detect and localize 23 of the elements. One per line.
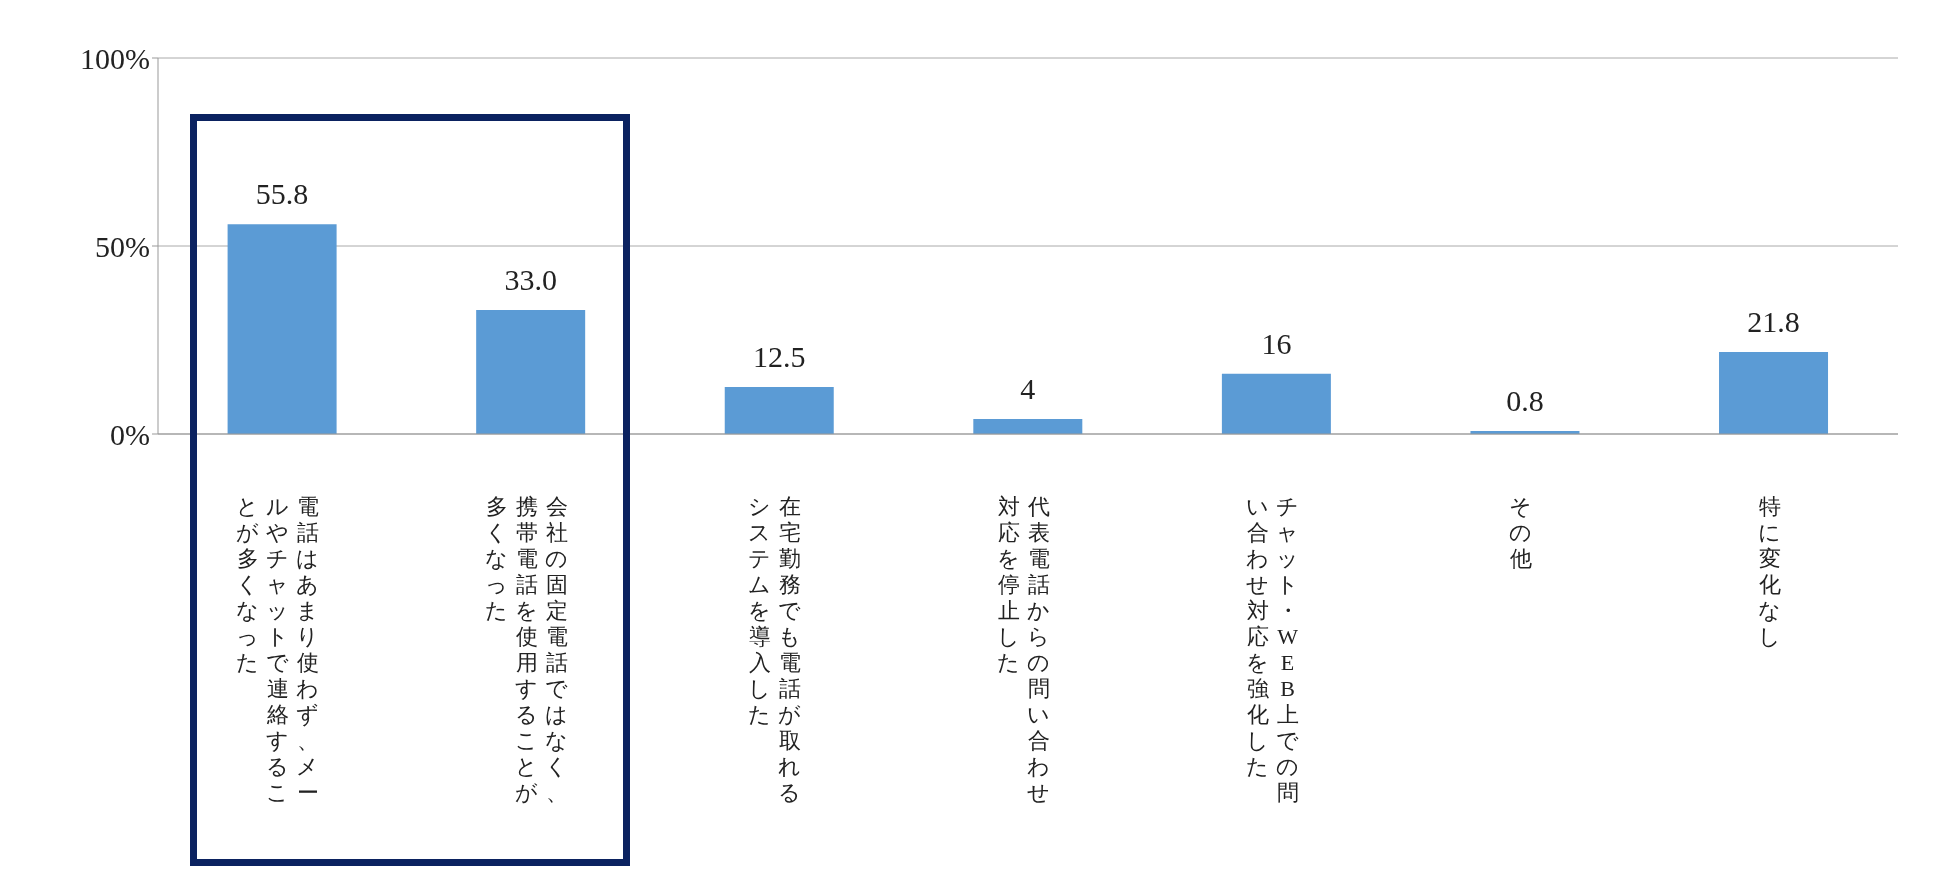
bar [973, 418, 1083, 434]
data-label: 21.8 [1747, 305, 1800, 339]
category-label: チャット・WEB上での問い合わせ対応を強化した [1245, 494, 1299, 805]
y-tick-label: 100% [80, 41, 150, 75]
x-tick-label: 特に変化なし [1757, 494, 1781, 651]
bar [1719, 352, 1829, 434]
category-label: 在宅勤務でも電話が取れるシステムを導入した [748, 494, 802, 805]
data-label: 12.5 [752, 340, 806, 373]
data-label: 16 [1261, 326, 1292, 360]
y-tick-label: 50% [95, 229, 150, 263]
category-label: 会社の固定電話ではなく、携帯電話を使用することが多くなった [484, 494, 568, 805]
y-tick-label: 0% [110, 417, 150, 451]
data-label: 55.8 [255, 177, 309, 211]
bar [476, 309, 586, 434]
x-tick-label: その他 [1509, 494, 1533, 573]
category-label: 代表電話からの問い合わせ対応を停止した [997, 494, 1050, 805]
bar [227, 224, 337, 434]
bar [1221, 373, 1331, 434]
data-label: 33.0 [504, 262, 557, 296]
category-label: 電話はあまり使わず、メールやチャットで連絡することが多くなった [236, 494, 320, 805]
data-label: 0.8 [1506, 383, 1544, 417]
data-label: 4 [1020, 371, 1036, 405]
bar [724, 387, 834, 434]
